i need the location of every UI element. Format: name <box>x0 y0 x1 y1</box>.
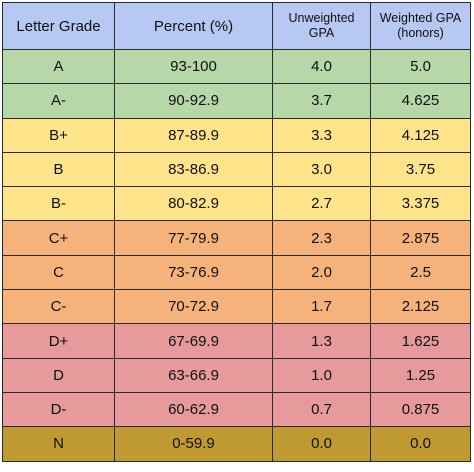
cell-weighted-gpa: 4.125 <box>370 117 471 153</box>
cell-letter-grade: D+ <box>2 323 115 359</box>
cell-weighted-gpa: 4.625 <box>370 83 471 119</box>
table-row: D- 60-62.9 0.7 0.875 <box>2 391 471 428</box>
cell-weighted-gpa: 2.125 <box>370 289 471 325</box>
cell-percent: 73-76.9 <box>114 254 273 291</box>
cell-percent: 80-82.9 <box>114 186 273 222</box>
table-row: D+ 67-69.9 1.3 1.625 <box>2 323 471 359</box>
cell-weighted-gpa: 1.625 <box>370 323 471 359</box>
header-unweighted-line1: Unweighted <box>288 11 355 25</box>
cell-percent: 93-100 <box>114 48 273 85</box>
header-row: Letter Grade Percent (%) Unweighted GPA … <box>2 2 471 50</box>
cell-weighted-gpa: 0.875 <box>370 391 471 428</box>
cell-weighted-gpa: 3.75 <box>370 151 471 188</box>
cell-weighted-gpa: 2.5 <box>370 254 471 291</box>
cell-letter-grade: B+ <box>2 117 115 153</box>
header-weighted-gpa: Weighted GPA (honors) <box>370 2 471 50</box>
cell-letter-grade: C- <box>2 289 115 325</box>
cell-unweighted-gpa: 2.3 <box>272 220 371 256</box>
header-unweighted-line2: GPA <box>308 26 335 40</box>
grade-conversion-table: Letter Grade Percent (%) Unweighted GPA … <box>2 2 471 462</box>
cell-percent: 60-62.9 <box>114 391 273 428</box>
cell-weighted-gpa: 0.0 <box>370 426 471 462</box>
cell-letter-grade: C <box>2 254 115 291</box>
cell-unweighted-gpa: 3.7 <box>272 83 371 119</box>
cell-percent: 0-59.9 <box>114 426 273 462</box>
cell-letter-grade: A- <box>2 83 115 119</box>
table-row: N 0-59.9 0.0 0.0 <box>2 426 471 462</box>
cell-weighted-gpa: 5.0 <box>370 48 471 85</box>
cell-unweighted-gpa: 1.0 <box>272 357 371 393</box>
cell-unweighted-gpa: 3.0 <box>272 151 371 188</box>
cell-unweighted-gpa: 0.7 <box>272 391 371 428</box>
header-percent: Percent (%) <box>114 2 273 50</box>
table-row: C 73-76.9 2.0 2.5 <box>2 254 471 291</box>
cell-unweighted-gpa: 2.7 <box>272 186 371 222</box>
cell-unweighted-gpa: 2.0 <box>272 254 371 291</box>
cell-percent: 77-79.9 <box>114 220 273 256</box>
cell-percent: 83-86.9 <box>114 151 273 188</box>
cell-weighted-gpa: 1.25 <box>370 357 471 393</box>
cell-letter-grade: D <box>2 357 115 393</box>
cell-percent: 63-66.9 <box>114 357 273 393</box>
cell-letter-grade: A <box>2 48 115 85</box>
table-row: B 83-86.9 3.0 3.75 <box>2 151 471 188</box>
cell-letter-grade: C+ <box>2 220 115 256</box>
cell-unweighted-gpa: 3.3 <box>272 117 371 153</box>
table-row: D 63-66.9 1.0 1.25 <box>2 357 471 393</box>
cell-letter-grade: D- <box>2 391 115 428</box>
cell-unweighted-gpa: 4.0 <box>272 48 371 85</box>
header-unweighted-gpa: Unweighted GPA <box>272 2 371 50</box>
cell-weighted-gpa: 3.375 <box>370 186 471 222</box>
header-weighted-line1: Weighted GPA <box>379 11 462 25</box>
cell-percent: 70-72.9 <box>114 289 273 325</box>
table-row: C- 70-72.9 1.7 2.125 <box>2 289 471 325</box>
cell-weighted-gpa: 2.875 <box>370 220 471 256</box>
cell-letter-grade: N <box>2 426 115 462</box>
table-row: A 93-100 4.0 5.0 <box>2 48 471 85</box>
header-letter-grade: Letter Grade <box>2 2 115 50</box>
cell-percent: 90-92.9 <box>114 83 273 119</box>
cell-letter-grade: B- <box>2 186 115 222</box>
table-row: B+ 87-89.9 3.3 4.125 <box>2 117 471 153</box>
header-weighted-line2: (honors) <box>397 26 444 40</box>
table-row: B- 80-82.9 2.7 3.375 <box>2 186 471 222</box>
table-row: A- 90-92.9 3.7 4.625 <box>2 83 471 119</box>
cell-unweighted-gpa: 1.3 <box>272 323 371 359</box>
cell-percent: 87-89.9 <box>114 117 273 153</box>
table-header: Letter Grade Percent (%) Unweighted GPA … <box>2 2 471 50</box>
cell-unweighted-gpa: 1.7 <box>272 289 371 325</box>
table-row: C+ 77-79.9 2.3 2.875 <box>2 220 471 256</box>
cell-percent: 67-69.9 <box>114 323 273 359</box>
cell-unweighted-gpa: 0.0 <box>272 426 371 462</box>
cell-letter-grade: B <box>2 151 115 188</box>
table-body: A 93-100 4.0 5.0 A- 90-92.9 3.7 4.625 B+ 87-89.9 3… <box>2 48 471 462</box>
